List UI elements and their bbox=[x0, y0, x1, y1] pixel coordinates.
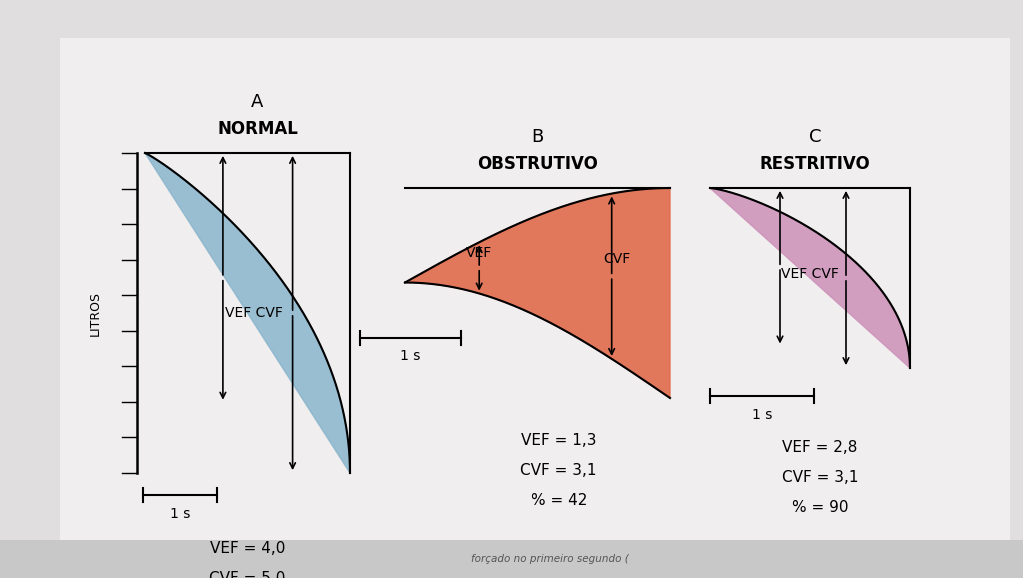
Text: 1 s: 1 s bbox=[400, 350, 420, 364]
Text: CVF: CVF bbox=[604, 252, 630, 266]
Text: NORMAL: NORMAL bbox=[217, 120, 298, 138]
Text: CVF = 3,1: CVF = 3,1 bbox=[782, 470, 858, 485]
Text: VEF: VEF bbox=[466, 246, 492, 260]
Bar bbox=[0, 540, 1023, 578]
Text: VEF = 2,8: VEF = 2,8 bbox=[783, 440, 857, 455]
Text: LITROS: LITROS bbox=[89, 291, 101, 335]
Text: 1 s: 1 s bbox=[170, 507, 190, 521]
Text: VEF = 4,0: VEF = 4,0 bbox=[210, 541, 285, 556]
Polygon shape bbox=[405, 188, 670, 398]
Text: CVF = 5,0: CVF = 5,0 bbox=[210, 571, 285, 578]
Text: A: A bbox=[252, 93, 264, 111]
Text: RESTRITIVO: RESTRITIVO bbox=[760, 155, 871, 173]
Text: B: B bbox=[531, 128, 543, 146]
Text: 1 s: 1 s bbox=[752, 408, 772, 422]
Text: % = 90: % = 90 bbox=[792, 500, 848, 515]
Text: % = 42: % = 42 bbox=[531, 493, 587, 508]
Text: CVF = 3,1: CVF = 3,1 bbox=[521, 463, 597, 478]
Polygon shape bbox=[710, 188, 910, 368]
Text: forçado no primeiro segundo (: forçado no primeiro segundo ( bbox=[472, 554, 629, 564]
Bar bbox=[60, 38, 1010, 548]
Text: OBSTRUTIVO: OBSTRUTIVO bbox=[477, 155, 597, 173]
Text: VEF CVF: VEF CVF bbox=[782, 268, 839, 281]
Text: VEF CVF: VEF CVF bbox=[225, 306, 282, 320]
Polygon shape bbox=[145, 153, 350, 473]
Text: C: C bbox=[809, 128, 821, 146]
Text: VEF = 1,3: VEF = 1,3 bbox=[521, 433, 596, 448]
